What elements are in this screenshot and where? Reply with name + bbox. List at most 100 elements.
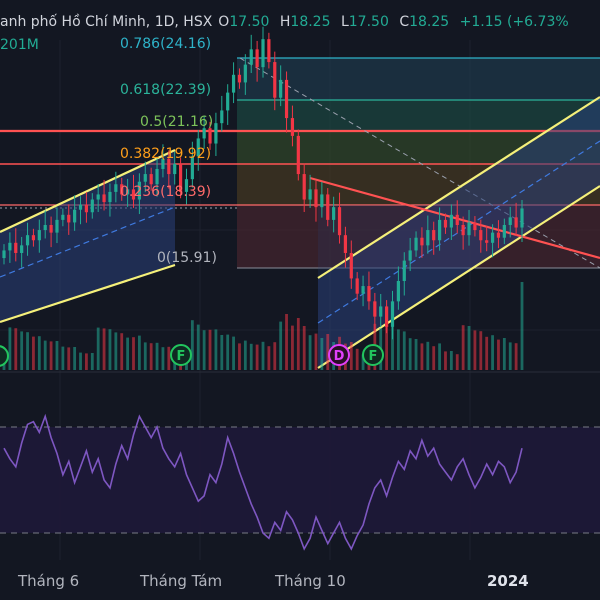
volume-bar (285, 314, 288, 370)
volume-bar (220, 335, 224, 370)
red-trendline (309, 176, 600, 260)
volume-bar (291, 325, 294, 370)
low-value: 17.50 (348, 14, 389, 30)
event-marker-f2[interactable] (362, 344, 384, 366)
volume-bar (479, 331, 483, 370)
candle-body (214, 123, 218, 144)
left-channel (0, 149, 176, 324)
candle-body (31, 235, 36, 241)
candle-body (273, 62, 277, 98)
candle-body (49, 224, 53, 233)
volume-bar (302, 326, 306, 370)
ohlc-high: H18.25 (280, 14, 331, 30)
volume-bar (326, 334, 330, 370)
candle-body (73, 209, 77, 223)
candle-body (337, 207, 342, 236)
volume-bar (402, 331, 406, 370)
candle-body (514, 217, 518, 228)
right-channel (309, 96, 600, 369)
ohlc-close: C18.25 (399, 14, 449, 30)
fib-labels: 0.786(24.16) 0.618(22.39) 0.5(21.16) 0.3… (120, 36, 217, 266)
candle-body (408, 250, 412, 261)
volume-bar (137, 335, 141, 370)
close-label: C (399, 14, 410, 30)
event-marker-d[interactable] (328, 344, 350, 366)
close-value: 18.25 (409, 14, 450, 30)
volume-bar (55, 341, 59, 370)
volume-bar (444, 351, 447, 370)
volume-bar (102, 328, 106, 370)
candle-body (43, 224, 47, 231)
volume-bar (514, 343, 518, 370)
candle-body (414, 237, 418, 251)
volume-bar (155, 342, 159, 370)
open-label: O (218, 14, 230, 30)
fib-label-0786: 0.786(24.16) (120, 36, 211, 52)
candle-body (355, 278, 359, 294)
volume-bar (26, 332, 29, 370)
candle-body (432, 230, 436, 241)
volume-bar (202, 330, 206, 370)
event-marker-d-label: D (334, 349, 345, 364)
candle-body (55, 219, 59, 233)
volume-bar (273, 342, 277, 370)
volume-bar (426, 341, 430, 370)
volume-bar (8, 327, 12, 370)
x-tick-thang-tam: Tháng Tám (140, 572, 223, 590)
volume-bar (296, 318, 300, 370)
candle-body (420, 237, 424, 246)
volume-bar (355, 348, 359, 370)
candle-body (473, 222, 477, 231)
volume-bar (120, 333, 124, 370)
volume-bar (79, 352, 82, 370)
candle-body (167, 158, 171, 175)
volume-bar (408, 338, 412, 370)
candle-body (37, 230, 41, 241)
volume-bar (420, 343, 424, 370)
event-markers[interactable]: F D F (0, 344, 384, 367)
volume-bar (85, 353, 88, 370)
volume-bar (320, 338, 324, 370)
rsi-band (0, 427, 600, 533)
volume-bar (508, 342, 512, 370)
candle-body (490, 232, 495, 243)
fib-label-0382: 0.382(19.92) (120, 146, 211, 162)
event-marker-f-left[interactable] (0, 345, 9, 367)
candle-body (461, 224, 465, 236)
volume-bar (61, 346, 65, 370)
open-value: 17.50 (229, 14, 270, 30)
volume-bar (467, 326, 471, 370)
candle-body (485, 240, 489, 243)
volume-bar (114, 332, 118, 370)
event-marker-f1[interactable] (170, 344, 192, 366)
candle-body (373, 301, 377, 317)
volume-bar (396, 329, 400, 370)
candle-body (267, 39, 271, 63)
event-marker-f1-label: F (177, 349, 186, 364)
volume-bar (43, 340, 47, 370)
candle-body (20, 245, 24, 253)
candle-body (131, 189, 136, 200)
volume-bar (243, 340, 247, 370)
volume-bar (491, 335, 494, 370)
candle-body (302, 174, 306, 200)
rsi-line (3, 413, 523, 551)
candle-body (508, 217, 512, 225)
volume-bar (279, 321, 283, 370)
candle-body (426, 230, 430, 246)
volume-bar (414, 339, 418, 370)
volume-bar (126, 337, 130, 370)
high-value: 18.25 (290, 14, 331, 30)
volume-bar (161, 347, 165, 370)
volume-bar (438, 343, 441, 370)
volume-bar (67, 347, 71, 370)
candle-body (67, 214, 71, 223)
volume-bar (449, 351, 453, 370)
fib-zone-1 (237, 58, 600, 100)
volume-bar (226, 334, 230, 370)
volume-bar (32, 336, 35, 370)
fib-label-05: 0.5(21.16) (140, 114, 213, 130)
volume-bar (485, 336, 489, 370)
